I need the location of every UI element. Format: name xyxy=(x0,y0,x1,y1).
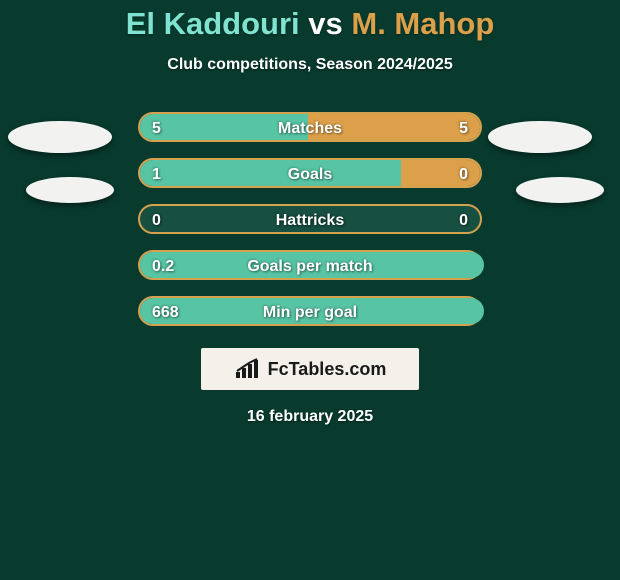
stat-value-right: 0 xyxy=(459,160,468,190)
stat-track: 0 0Hattricks xyxy=(138,204,482,234)
stat-value-left: 0 xyxy=(152,206,161,236)
stat-value-right: 5 xyxy=(459,114,468,144)
date-text: 16 february 2025 xyxy=(0,408,620,426)
stat-row: 0 0Hattricks xyxy=(0,204,620,234)
bar-left xyxy=(140,114,312,140)
bar-right xyxy=(401,160,480,186)
side-ellipse xyxy=(8,121,112,153)
title-vs: vs xyxy=(308,6,342,41)
stat-value-left: 1 xyxy=(152,160,161,190)
stat-value-left: 5 xyxy=(152,114,161,144)
bar-left xyxy=(140,252,484,278)
page-title: El Kaddouri vs M. Mahop xyxy=(0,0,620,42)
comparison-infographic: El Kaddouri vs M. Mahop Club competition… xyxy=(0,0,620,580)
stat-value-left: 668 xyxy=(152,298,179,328)
logo-box: FcTables.com xyxy=(201,348,419,390)
stat-value-left: 0.2 xyxy=(152,252,174,282)
logo-icon xyxy=(234,358,262,380)
player1-name: El Kaddouri xyxy=(126,6,300,41)
stat-track: 55Matches xyxy=(138,112,482,142)
stat-row: 668Min per goal xyxy=(0,296,620,326)
side-ellipse xyxy=(26,177,114,203)
stat-value-right: 0 xyxy=(459,206,468,236)
bar-left xyxy=(140,298,484,324)
stat-row: 0.2Goals per match xyxy=(0,250,620,280)
stat-track: 668Min per goal xyxy=(138,296,482,326)
player2-name: M. Mahop xyxy=(351,6,494,41)
stat-track: 10Goals xyxy=(138,158,482,188)
bar-right xyxy=(308,114,480,140)
stat-label: Hattricks xyxy=(140,206,480,236)
side-ellipse xyxy=(516,177,604,203)
side-ellipse xyxy=(488,121,592,153)
bar-left xyxy=(140,160,405,186)
stat-track: 0.2Goals per match xyxy=(138,250,482,280)
subtitle: Club competitions, Season 2024/2025 xyxy=(0,56,620,74)
logo-text: FcTables.com xyxy=(268,359,387,380)
